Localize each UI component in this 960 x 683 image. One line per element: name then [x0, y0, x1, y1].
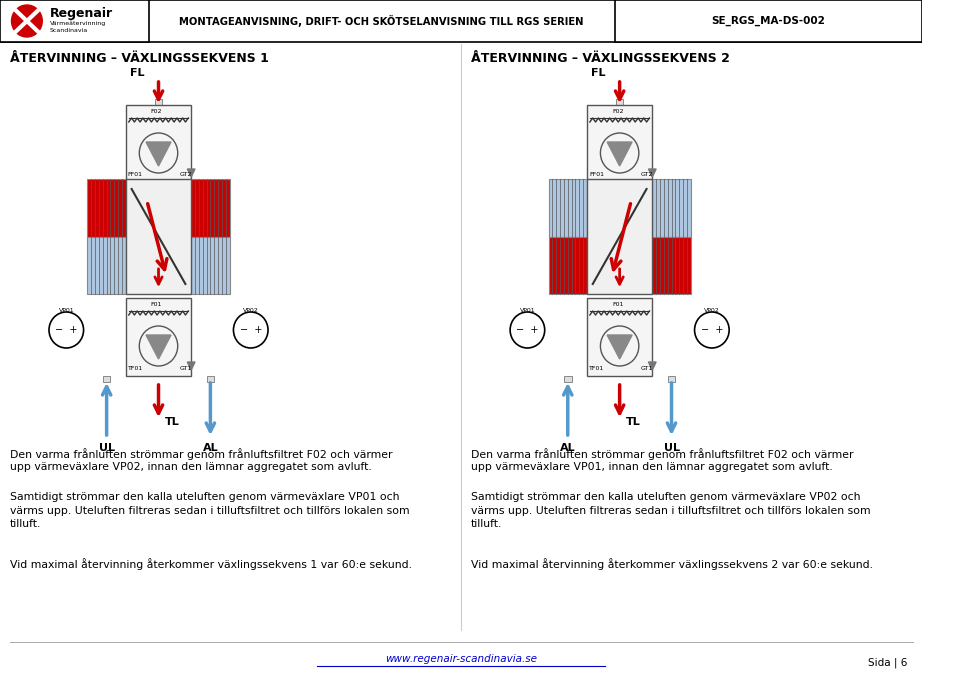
Text: upp värmeväxlare VP02, innan den lämnar aggregatet som avluft.: upp värmeväxlare VP02, innan den lämnar … — [10, 462, 372, 471]
Text: F02: F02 — [612, 109, 623, 114]
Bar — [191, 236, 229, 294]
Bar — [652, 236, 691, 294]
Text: Värmeåtervinning: Värmeåtervinning — [50, 20, 107, 26]
Polygon shape — [146, 335, 171, 359]
Text: VP02: VP02 — [243, 308, 258, 313]
Bar — [0, 0, 923, 42]
Text: F01: F01 — [151, 302, 162, 307]
Text: FF01: FF01 — [128, 173, 143, 178]
Text: Den varma frånluften strömmar genom frånluftsfiltret F02 och värmer: Den varma frånluften strömmar genom från… — [470, 448, 853, 460]
Bar — [587, 105, 652, 183]
Polygon shape — [648, 169, 656, 177]
Text: SE_RGS_MA-DS-002: SE_RGS_MA-DS-002 — [711, 16, 826, 26]
Bar — [548, 236, 587, 294]
Text: F02: F02 — [151, 109, 162, 114]
Circle shape — [600, 326, 638, 366]
Text: värms upp. Uteluften filtreras sedan i tilluftsfiltret och tillförs lokalen som: värms upp. Uteluften filtreras sedan i t… — [470, 505, 871, 516]
Text: −  +: − + — [701, 325, 723, 335]
Bar — [564, 376, 571, 382]
Text: AL: AL — [203, 443, 218, 453]
Circle shape — [139, 326, 178, 366]
Text: upp värmeväxlare VP01, innan den lämnar aggregatet som avluft.: upp värmeväxlare VP01, innan den lämnar … — [470, 462, 832, 471]
Polygon shape — [187, 362, 195, 370]
Text: TF01: TF01 — [128, 365, 143, 370]
Bar — [652, 179, 691, 236]
Bar — [614, 0, 923, 42]
Text: www.regenair-scandinavia.se: www.regenair-scandinavia.se — [385, 654, 538, 664]
Text: TL: TL — [164, 417, 180, 427]
Circle shape — [695, 312, 730, 348]
Bar — [103, 376, 110, 382]
Text: GT1: GT1 — [180, 365, 192, 370]
Text: tilluft.: tilluft. — [10, 519, 41, 529]
Text: F01: F01 — [612, 302, 623, 307]
Bar — [667, 376, 675, 382]
Bar — [87, 179, 126, 236]
Bar — [587, 179, 652, 294]
Text: Samtidigt strömmar den kalla uteluften genom värmeväxlare VP02 och: Samtidigt strömmar den kalla uteluften g… — [470, 492, 860, 502]
Text: ÅTERVINNING – VÄXLINGSSEKVENS 2: ÅTERVINNING – VÄXLINGSSEKVENS 2 — [470, 52, 730, 65]
Text: FL: FL — [591, 68, 606, 78]
Polygon shape — [146, 142, 171, 166]
Text: Scandinavia: Scandinavia — [50, 29, 88, 33]
Text: GT2: GT2 — [640, 173, 653, 178]
Text: Regenair: Regenair — [50, 7, 113, 20]
Text: UL: UL — [99, 443, 114, 453]
Text: VP01: VP01 — [519, 308, 536, 313]
Text: UL: UL — [663, 443, 680, 453]
Circle shape — [233, 312, 268, 348]
Text: TL: TL — [626, 417, 640, 427]
Text: −  +: − + — [240, 325, 262, 335]
Polygon shape — [648, 362, 656, 370]
Circle shape — [12, 5, 42, 37]
Text: FF01: FF01 — [588, 173, 604, 178]
Circle shape — [49, 312, 84, 348]
Text: FL: FL — [131, 68, 145, 78]
Bar — [587, 298, 652, 376]
Bar — [126, 298, 191, 376]
Bar — [548, 179, 587, 236]
Text: VP01: VP01 — [59, 308, 74, 313]
Text: Vid maximal återvinning återkommer växlingssekvens 1 var 60:e sekund.: Vid maximal återvinning återkommer växli… — [10, 558, 412, 570]
Circle shape — [600, 133, 638, 173]
Bar — [615, 99, 623, 105]
Text: −  +: − + — [516, 325, 539, 335]
Text: Sida | 6: Sida | 6 — [869, 658, 908, 669]
Text: tilluft.: tilluft. — [470, 519, 502, 529]
Text: GT1: GT1 — [640, 365, 653, 370]
Bar — [126, 179, 191, 294]
Text: Samtidigt strömmar den kalla uteluften genom värmeväxlare VP01 och: Samtidigt strömmar den kalla uteluften g… — [10, 492, 399, 502]
Polygon shape — [187, 169, 195, 177]
Bar — [155, 99, 162, 105]
Bar — [126, 105, 191, 183]
Text: GT2: GT2 — [180, 173, 192, 178]
Circle shape — [139, 133, 178, 173]
Text: Vid maximal återvinning återkommer växlingssekvens 2 var 60:e sekund.: Vid maximal återvinning återkommer växli… — [470, 558, 873, 570]
Text: VP02: VP02 — [704, 308, 720, 313]
Text: MONTAGEANVISNING, DRIFT- OCH SKÖTSELANVISNING TILL RGS SERIEN: MONTAGEANVISNING, DRIFT- OCH SKÖTSELANVI… — [180, 15, 584, 27]
Text: AL: AL — [560, 443, 576, 453]
Bar — [87, 236, 126, 294]
Text: ÅTERVINNING – VÄXLINGSSEKVENS 1: ÅTERVINNING – VÄXLINGSSEKVENS 1 — [10, 52, 269, 65]
Bar — [0, 0, 149, 42]
Text: −  +: − + — [55, 325, 78, 335]
Text: Den varma frånluften strömmar genom frånluftsfiltret F02 och värmer: Den varma frånluften strömmar genom från… — [10, 448, 392, 460]
Text: TF01: TF01 — [588, 365, 604, 370]
Bar — [206, 376, 214, 382]
Circle shape — [510, 312, 544, 348]
Bar — [191, 179, 229, 236]
Polygon shape — [607, 142, 632, 166]
Text: värms upp. Uteluften filtreras sedan i tilluftsfiltret och tillförs lokalen som: värms upp. Uteluften filtreras sedan i t… — [10, 505, 409, 516]
Polygon shape — [607, 335, 632, 359]
